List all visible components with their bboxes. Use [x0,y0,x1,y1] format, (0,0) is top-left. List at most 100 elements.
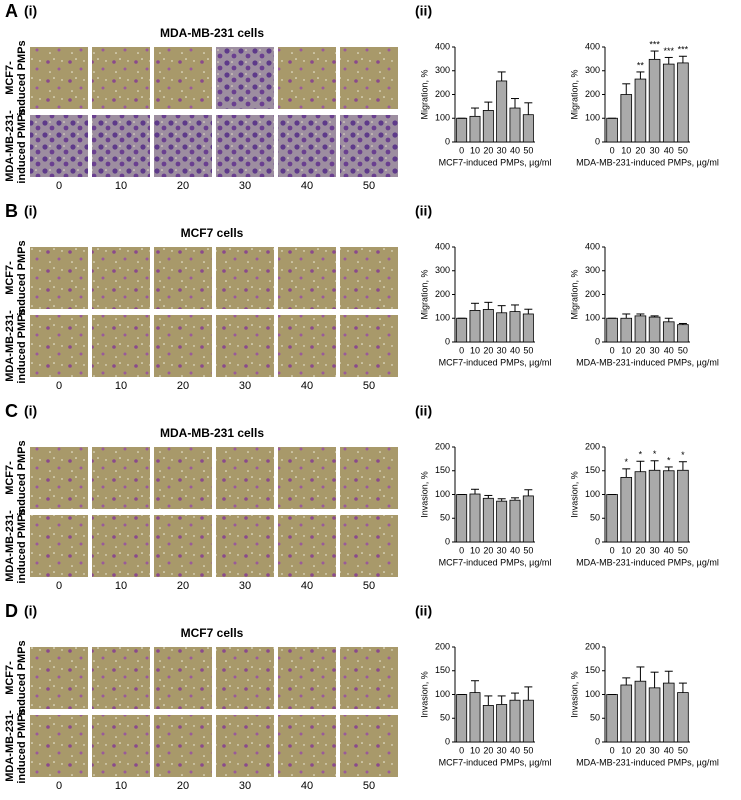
column-label: 40 [301,780,313,792]
significance: * [653,449,657,459]
y-tick-label: 400 [435,41,450,51]
x-tick-label: 30 [497,145,507,155]
row-label: MCF7- [4,461,16,495]
x-tick-label: 20 [635,545,645,555]
y-tick-label: 400 [585,41,600,51]
y-tick-label: 200 [585,289,600,299]
micrograph [92,115,150,177]
micrograph [216,115,274,177]
column-label: 30 [239,180,251,192]
bar [662,682,675,743]
x-axis-label: MDA-MB-231-induced PMPs, µg/ml [576,357,719,367]
column-label: 50 [363,380,375,392]
micrograph [92,247,150,309]
column-label: 50 [363,180,375,192]
micrograph [278,715,336,777]
column-label: 20 [177,380,189,392]
x-tick-label: 30 [650,545,660,555]
micrograph [92,647,150,709]
bar [662,321,675,343]
micrograph [154,647,212,709]
y-tick-label: 150 [435,465,450,475]
significance: * [667,455,671,465]
y-tick-label: 0 [445,736,450,746]
x-tick-label: 10 [470,345,480,355]
significance: *** [649,39,660,49]
x-axis-label: MDA-MB-231-induced PMPs, µg/ml [576,557,719,567]
y-tick-label: 100 [435,689,450,699]
y-tick-label: 50 [440,713,450,723]
bar [648,687,661,743]
micrograph [278,47,336,109]
row-label: induced PMPs [16,640,28,715]
panel-part: (i) [24,403,37,419]
x-tick-label: 40 [510,745,520,755]
micrograph [92,515,150,577]
x-tick-label: 10 [621,145,631,155]
micrograph [216,315,274,377]
y-axis-label: Migration, % [419,269,429,319]
row-label: MDA-MB-231- [4,310,16,382]
y-tick-label: 200 [585,441,600,451]
image-title: MDA-MB-231 cells [160,26,264,40]
panel-part: (ii) [415,403,432,419]
micrograph [30,715,88,777]
column-label: 30 [239,580,251,592]
y-tick-label: 150 [585,465,600,475]
y-tick-label: 0 [445,336,450,346]
x-tick-label: 40 [664,145,674,155]
y-tick-label: 300 [435,265,450,275]
bar [509,499,521,543]
bar [456,117,468,143]
y-tick-label: 400 [585,241,600,251]
bar [482,110,494,143]
micrograph [278,115,336,177]
y-tick-label: 100 [435,313,450,323]
bar [662,470,675,543]
bar [620,317,633,343]
significance: * [624,457,628,467]
bar [648,316,661,343]
x-tick-label: 40 [510,345,520,355]
bar [482,497,494,543]
bar [620,476,633,543]
column-label: 40 [301,580,313,592]
x-tick-label: 40 [510,145,520,155]
x-tick-label: 0 [610,345,615,355]
y-tick-label: 0 [595,336,600,346]
bar [634,680,647,743]
bar [469,310,481,343]
x-tick-label: 0 [459,545,464,555]
x-tick-label: 10 [621,745,631,755]
bar [509,107,521,143]
micrograph [340,315,398,377]
significance: *** [678,45,689,55]
x-tick-label: 50 [523,145,533,155]
x-tick-label: 40 [664,545,674,555]
micrograph [340,647,398,709]
x-tick-label: 10 [470,145,480,155]
row-label: MCF7- [4,661,16,695]
micrograph [154,47,212,109]
y-axis-label: Migration, % [569,269,579,319]
bar [469,692,481,743]
bar [456,494,468,543]
y-axis-label: Migration, % [569,69,579,119]
x-tick-label: 0 [610,745,615,755]
column-label: 50 [363,780,375,792]
x-tick-label: 20 [483,745,493,755]
micrograph [30,647,88,709]
x-tick-label: 30 [497,545,507,555]
y-tick-label: 150 [435,665,450,675]
x-tick-label: 0 [610,145,615,155]
y-tick-label: 50 [590,713,600,723]
y-tick-label: 300 [435,65,450,75]
x-tick-label: 0 [459,145,464,155]
y-axis-label: Invasion, % [569,671,579,718]
panel-part: (i) [24,203,37,219]
y-axis-label: Invasion, % [419,671,429,718]
panel-part: (i) [24,603,37,619]
row-label: MDA-MB-231- [4,710,16,782]
y-axis-label: Invasion, % [569,471,579,518]
x-tick-label: 20 [635,745,645,755]
